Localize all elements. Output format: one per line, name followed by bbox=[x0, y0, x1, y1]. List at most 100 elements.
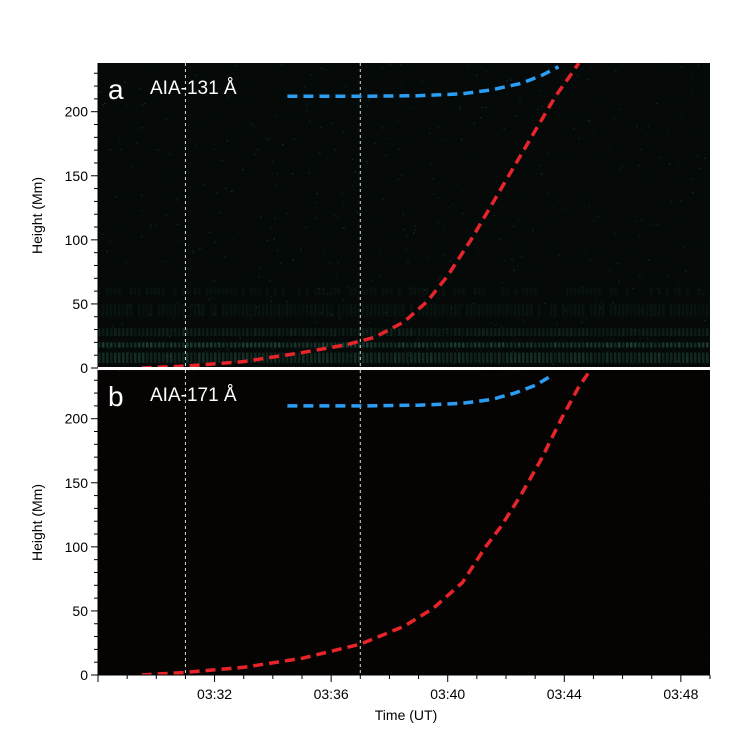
noise-speck bbox=[698, 167, 701, 170]
heatmap-cell bbox=[98, 352, 101, 363]
noise-speck bbox=[587, 78, 589, 81]
heatmap-cell bbox=[678, 287, 681, 295]
heatmap-cell bbox=[486, 352, 489, 363]
noise-speck bbox=[538, 90, 541, 92]
heatmap-cell bbox=[594, 287, 597, 295]
heatmap-cell bbox=[190, 328, 193, 336]
noise-speck bbox=[140, 127, 143, 129]
heatmap-cell bbox=[474, 304, 477, 317]
heatmap-cell bbox=[286, 352, 289, 363]
heatmap-cell bbox=[706, 303, 709, 317]
noise-speck bbox=[475, 360, 478, 362]
noise-speck bbox=[408, 287, 411, 289]
noise-speck bbox=[389, 63, 391, 65]
heatmap-cell bbox=[698, 287, 701, 295]
noise-speck bbox=[438, 290, 441, 292]
heatmap-cell bbox=[258, 303, 261, 317]
noise-speck bbox=[306, 105, 308, 107]
heatmap-cell bbox=[470, 328, 473, 336]
heatmap-cell bbox=[246, 328, 249, 336]
noise-speck bbox=[169, 153, 171, 155]
heatmap-cell bbox=[218, 352, 221, 363]
heatmap-cell bbox=[234, 287, 237, 295]
noise-speck bbox=[379, 215, 382, 217]
noise-speck bbox=[461, 304, 463, 307]
y-tick-label: 0 bbox=[80, 360, 88, 376]
heatmap-cell bbox=[482, 352, 485, 363]
noise-speck bbox=[432, 242, 435, 244]
heatmap-cell bbox=[366, 342, 369, 348]
heatmap-cell bbox=[138, 287, 141, 295]
heatmap-cell bbox=[162, 328, 165, 336]
noise-speck bbox=[399, 137, 402, 139]
noise-speck bbox=[477, 252, 480, 254]
noise-speck bbox=[148, 70, 151, 72]
heatmap-cell bbox=[398, 352, 401, 363]
noise-speck bbox=[284, 264, 287, 267]
heatmap-cell bbox=[230, 328, 233, 336]
heatmap-cell bbox=[446, 352, 449, 363]
heatmap-cell bbox=[578, 342, 581, 348]
heatmap-cell bbox=[410, 342, 413, 348]
heatmap-cell bbox=[470, 303, 473, 317]
heatmap-cell bbox=[698, 342, 701, 348]
heatmap-cell bbox=[138, 303, 141, 317]
noise-speck bbox=[323, 253, 325, 255]
heatmap-cell bbox=[498, 328, 501, 336]
noise-speck bbox=[331, 313, 334, 315]
heatmap-cell bbox=[314, 352, 317, 363]
noise-speck bbox=[343, 227, 345, 229]
heatmap-cell bbox=[134, 287, 137, 295]
noise-speck bbox=[374, 143, 376, 145]
heatmap-cell bbox=[338, 287, 341, 295]
noise-speck bbox=[539, 165, 541, 167]
noise-speck bbox=[192, 252, 195, 254]
heatmap-cell bbox=[266, 342, 269, 348]
heatmap-cell bbox=[218, 287, 221, 295]
noise-speck bbox=[168, 335, 170, 337]
heatmap-cell bbox=[466, 342, 469, 348]
heatmap-cell bbox=[498, 342, 501, 348]
noise-speck bbox=[608, 146, 610, 148]
noise-speck bbox=[395, 180, 398, 182]
noise-speck bbox=[585, 317, 588, 319]
heatmap-cell bbox=[238, 304, 241, 317]
heatmap-cell bbox=[534, 287, 537, 295]
heatmap-cell bbox=[382, 287, 385, 295]
noise-speck bbox=[157, 149, 159, 151]
noise-speck bbox=[408, 354, 410, 356]
noise-speck bbox=[618, 280, 620, 282]
noise-speck bbox=[367, 99, 370, 101]
noise-speck bbox=[320, 312, 323, 314]
noise-speck bbox=[298, 358, 301, 361]
heatmap-cell bbox=[494, 352, 497, 363]
noise-speck bbox=[581, 321, 583, 324]
heatmap-cell bbox=[670, 352, 673, 363]
x-axis: 03:32 03:36 03:40 03:44 03:48 bbox=[97, 674, 711, 702]
heatmap-cell bbox=[262, 352, 265, 363]
noise-speck bbox=[501, 326, 503, 328]
noise-speck bbox=[589, 304, 591, 306]
noise-speck bbox=[270, 301, 272, 303]
heatmap-cell bbox=[634, 304, 637, 317]
noise-speck bbox=[361, 235, 364, 237]
heatmap-cell bbox=[202, 352, 205, 363]
noise-speck bbox=[588, 120, 591, 122]
noise-speck bbox=[269, 280, 271, 282]
heatmap-cell bbox=[226, 352, 229, 363]
noise-speck bbox=[329, 262, 332, 265]
heatmap-cell bbox=[618, 342, 621, 348]
heatmap-cell bbox=[570, 287, 573, 295]
heatmap-cell bbox=[342, 342, 345, 348]
heatmap-cell bbox=[706, 342, 709, 348]
noise-speck bbox=[684, 270, 687, 272]
noise-speck bbox=[524, 313, 526, 315]
heatmap-cell bbox=[614, 342, 617, 348]
noise-speck bbox=[421, 358, 424, 360]
heatmap-cell bbox=[510, 304, 513, 317]
heatmap-cell bbox=[198, 342, 201, 348]
heatmap-cell bbox=[478, 287, 481, 295]
noise-speck bbox=[273, 238, 275, 240]
noise-speck bbox=[576, 75, 579, 77]
noise-speck bbox=[176, 223, 179, 225]
